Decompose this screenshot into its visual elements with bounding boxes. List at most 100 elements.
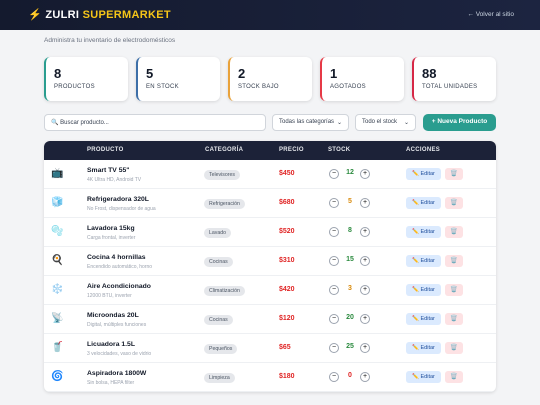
delete-button[interactable]: 🗑️ [445,197,463,209]
edit-button[interactable]: ✏️ Editar [406,284,441,296]
stat-label: STOCK BAJO [238,84,279,90]
product-name: Smart TV 55" [87,167,130,174]
product-description: Sin bolsa, HEPA filter [87,380,135,386]
stat-label: AGOTADOS [330,84,366,90]
product-name: Aire Acondicionado [87,283,151,290]
edit-button[interactable]: ✏️ Editar [406,168,441,180]
product-name: Licuadora 1.5L [87,341,135,348]
column-header: STOCK [328,147,351,153]
price: $310 [279,257,295,264]
table-row: 🥤 Licuadora 1.5L 3 velocidades, vaso de vi… [44,334,496,363]
increment-button[interactable]: + [360,314,370,324]
product-description: Carga frontal, inverter [87,235,136,241]
delete-button[interactable]: 🗑️ [445,313,463,325]
table-row: ❄️ Aire Acondicionado 12000 BTU, inverter C… [44,276,496,305]
decrement-button[interactable]: − [329,285,339,295]
increment-button[interactable]: + [360,256,370,266]
increment-button[interactable]: + [360,285,370,295]
increment-button[interactable]: + [360,343,370,353]
product-icon: 🍳 [51,255,64,266]
delete-button[interactable]: 🗑️ [445,226,463,238]
increment-button[interactable]: + [360,169,370,179]
search-input[interactable]: 🔍 Buscar producto... [44,114,266,131]
product-icon: 📺 [51,168,64,179]
decrement-button[interactable]: − [329,372,339,382]
decrement-button[interactable]: − [329,343,339,353]
stat-card: 5 EN STOCK [136,57,220,101]
decrement-button[interactable]: − [329,198,339,208]
edit-button[interactable]: ✏️ Editar [406,226,441,238]
stock-value: 15 [346,256,354,263]
header: ⚡ ZULRI SUPERMARKET ← Volver al sitio [0,0,540,30]
edit-button[interactable]: ✏️ Editar [406,197,441,209]
back-link[interactable]: ← Volver al sitio [467,11,514,18]
price: $450 [279,170,295,177]
logo[interactable]: ⚡ ZULRI SUPERMARKET [28,8,171,21]
price: $180 [279,373,295,380]
stock-value: 20 [346,314,354,321]
decrement-button[interactable]: − [329,169,339,179]
category-badge: Limpieza [204,373,235,383]
column-header: PRODUCTO [87,147,124,153]
increment-button[interactable]: + [360,372,370,382]
category-select-text: Todas las categorías [279,119,335,125]
category-badge: Cocinas [204,315,233,325]
table-body: 📺 Smart TV 55" 4K Ultra HD, Android TV Tele… [44,160,496,392]
brand: ZULRI [45,9,80,21]
product-name: Microondas 20L [87,312,139,319]
product-icon: 📡 [51,313,64,324]
stock-value: 25 [346,343,354,350]
stat-card: 2 STOCK BAJO [228,57,312,101]
decrement-button[interactable]: − [329,256,339,266]
product-description: Digital, múltiples funciones [87,322,147,328]
product-description: Encendido automático, horno [87,264,153,270]
product-name: Aspiradora 1800W [87,370,147,377]
delete-button[interactable]: 🗑️ [445,371,463,383]
stock-select[interactable]: Todo el stock ⌄ [355,114,416,131]
stock-value: 3 [348,285,352,292]
stat-value: 1 [330,66,338,81]
product-description: 3 velocidades, vaso de vidrio [87,351,152,357]
delete-button[interactable]: 🗑️ [445,342,463,354]
product-table: PRODUCTO CATEGORÍA PRECIO STOCK ACCIONES 📺 Sm… [44,141,496,392]
increment-button[interactable]: + [360,227,370,237]
increment-button[interactable]: + [360,198,370,208]
price: $420 [279,286,295,293]
category-badge: Lavado [204,228,232,238]
category-badge: Pequeños [204,344,238,354]
product-description: 12000 BTU, inverter [87,293,132,299]
product-description: No Frost, dispensador de agua [87,206,156,212]
product-name: Lavadora 15kg [87,225,135,232]
delete-button[interactable]: 🗑️ [445,284,463,296]
stat-value: 2 [238,66,246,81]
product-icon: 🫧 [51,226,64,237]
subtitle: Administra tu inventario de electrodomés… [44,37,176,44]
edit-button[interactable]: ✏️ Editar [406,313,441,325]
stat-card: 1 AGOTADOS [320,57,404,101]
edit-button[interactable]: ✏️ Editar [406,342,441,354]
stat-value: 8 [54,66,62,81]
category-select[interactable]: Todas las categorías ⌄ [272,114,349,131]
delete-button[interactable]: 🗑️ [445,168,463,180]
table-row: 🌀 Aspiradora 1800W Sin bolsa, HEPA filter L… [44,363,496,392]
price: $680 [279,199,295,206]
category-badge: Cocinas [204,257,233,267]
product-name: Refrigeradora 320L [87,196,149,203]
product-icon: 🌀 [51,371,64,382]
price: $65 [279,344,291,351]
stat-card: 8 PRODUCTOS [44,57,128,101]
decrement-button[interactable]: − [329,314,339,324]
edit-button[interactable]: ✏️ Editar [406,371,441,383]
stat-card: 88 TOTAL UNIDADES [412,57,496,101]
decrement-button[interactable]: − [329,227,339,237]
product-icon: 🥤 [51,342,64,353]
new-product-button[interactable]: + Nueva Producto [423,114,496,131]
table-row: 🍳 Cocina 4 hornillas Encendido automático,… [44,247,496,276]
delete-button[interactable]: 🗑️ [445,255,463,267]
edit-button[interactable]: ✏️ Editar [406,255,441,267]
product-name: Cocina 4 hornillas [87,254,146,261]
stock-value: 5 [348,198,352,205]
product-icon: ❄️ [51,284,64,295]
column-header: CATEGORÍA [205,147,244,153]
product-description: 4K Ultra HD, Android TV [87,177,142,183]
